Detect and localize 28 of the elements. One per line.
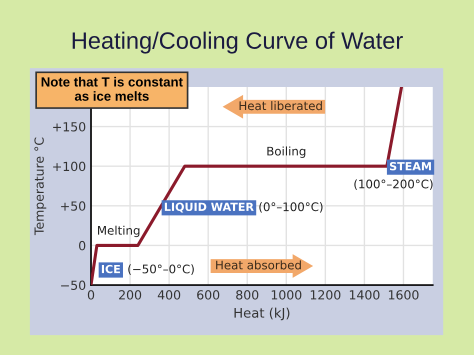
annotation: Heat absorbed <box>216 260 301 270</box>
y-tick-label: 0 <box>79 240 86 250</box>
annotation: Note that T is constant as ice melts <box>42 76 183 101</box>
annotation: Boiling <box>267 146 306 158</box>
y-axis-title: Temperature °C <box>34 138 46 236</box>
annotation: (100°–200°C) <box>354 179 433 190</box>
x-tick-label: 1400 <box>350 290 380 300</box>
x-tick-label: 800 <box>236 290 258 300</box>
annotation: ICE <box>102 264 120 274</box>
annotation: LIQUID WATER <box>164 202 254 212</box>
x-tick-label: 400 <box>158 290 180 300</box>
x-tick-label: 200 <box>119 290 142 300</box>
y-tick-label: −50 <box>61 280 86 290</box>
x-axis-title: Heat (kJ) <box>234 308 290 320</box>
annotation: STEAM <box>390 162 431 170</box>
x-tick-label: 1000 <box>272 290 302 300</box>
x-tick-label: 1200 <box>310 290 340 300</box>
annotation: (−50°–0°C) <box>128 264 194 275</box>
annotation: Heat liberated <box>240 101 322 110</box>
x-tick-label: 1600 <box>388 290 419 300</box>
y-tick-label: +50 <box>61 201 86 211</box>
x-tick-label: 600 <box>197 290 220 300</box>
y-tick-label: +100 <box>53 162 86 172</box>
annotation: Melting <box>98 226 140 238</box>
annotation: (0°–100°C) <box>259 202 323 213</box>
x-tick-label: 0 <box>88 290 94 300</box>
chart-title: Heating/Cooling Curve of Water <box>72 32 403 54</box>
y-tick-label: +150 <box>53 122 86 132</box>
